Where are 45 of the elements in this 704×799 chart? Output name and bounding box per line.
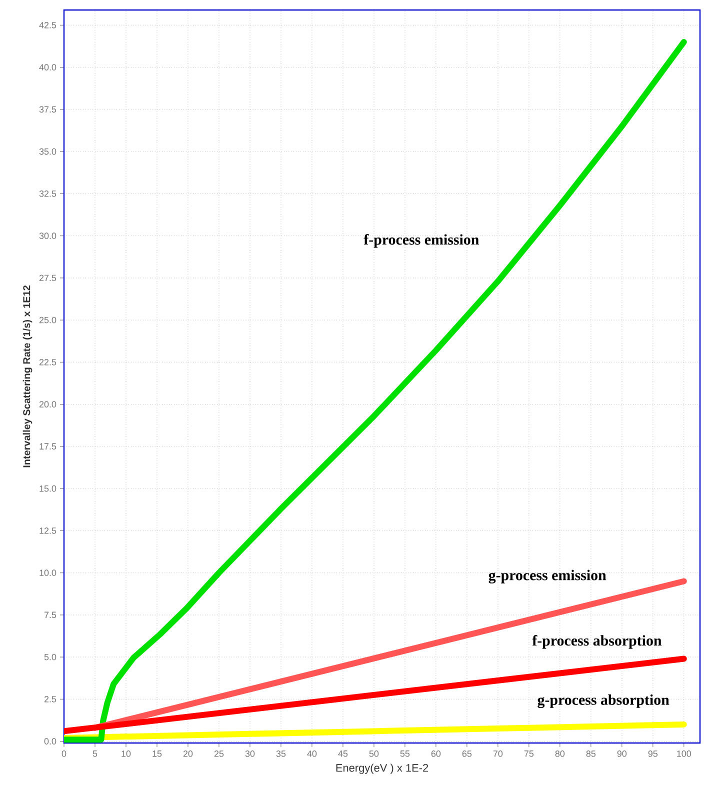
x-axis-title: Energy(eV ) x 1E-2 (336, 764, 428, 774)
x-tick-label: 0 (62, 750, 66, 757)
y-tick-label: 15.0 (40, 485, 56, 492)
x-tick-label: 60 (431, 750, 441, 757)
x-tick-label: 20 (183, 750, 193, 757)
x-tick-label: 85 (586, 750, 596, 757)
y-tick-label: 37.5 (39, 106, 56, 113)
y-tick-label: 2.5 (44, 696, 56, 702)
series-label: g-process emission (488, 570, 606, 584)
x-tick-label: 75 (524, 750, 534, 757)
series-label: f-process absorption (532, 635, 662, 649)
y-axis-title: Intervalley Scattering Rate (1/s) x 1E12 (22, 286, 32, 468)
x-tick-label: 5 (92, 750, 98, 757)
y-tick-label: 17.5 (40, 443, 56, 450)
x-tick-label: 10 (122, 750, 131, 757)
x-tick-label: 95 (648, 750, 658, 757)
x-tick-label: 50 (369, 750, 379, 757)
x-tick-label: 45 (338, 750, 348, 757)
y-tick-label: 30.0 (39, 232, 56, 239)
x-tick-label: 55 (400, 750, 410, 757)
y-tick-label: 20.0 (39, 401, 56, 408)
y-tick-label: 27.5 (39, 274, 56, 282)
x-tick-label: 100 (677, 750, 692, 757)
y-tick-label: 0.0 (44, 738, 56, 744)
x-tick-label: 25 (214, 750, 224, 757)
x-tick-label: 80 (555, 750, 565, 757)
y-tick-label: 22.5 (39, 358, 56, 366)
y-tick-label: 7.5 (44, 612, 56, 618)
y-tick-label: 40.0 (39, 64, 56, 70)
y-tick-label: 12.5 (40, 528, 56, 534)
y-tick-label: 25.0 (39, 316, 56, 324)
y-tick-label: 10.0 (40, 570, 56, 576)
y-tick-label: 32.5 (39, 190, 56, 197)
series-label: g-process absorption (538, 694, 670, 708)
x-tick-label: 15 (152, 750, 162, 757)
y-tick-label: 5.0 (44, 654, 56, 660)
x-tick-label: 90 (617, 750, 627, 757)
x-tick-label: 30 (245, 750, 255, 757)
y-tick-label: 42.5 (39, 22, 56, 28)
x-tick-label: 40 (307, 750, 317, 757)
x-tick-label: 65 (462, 750, 472, 757)
text: f-process emission (364, 234, 479, 248)
x-tick-label: 70 (493, 750, 503, 757)
y-tick-label: 35.0 (39, 148, 56, 155)
x-tick-label: 35 (276, 750, 286, 757)
